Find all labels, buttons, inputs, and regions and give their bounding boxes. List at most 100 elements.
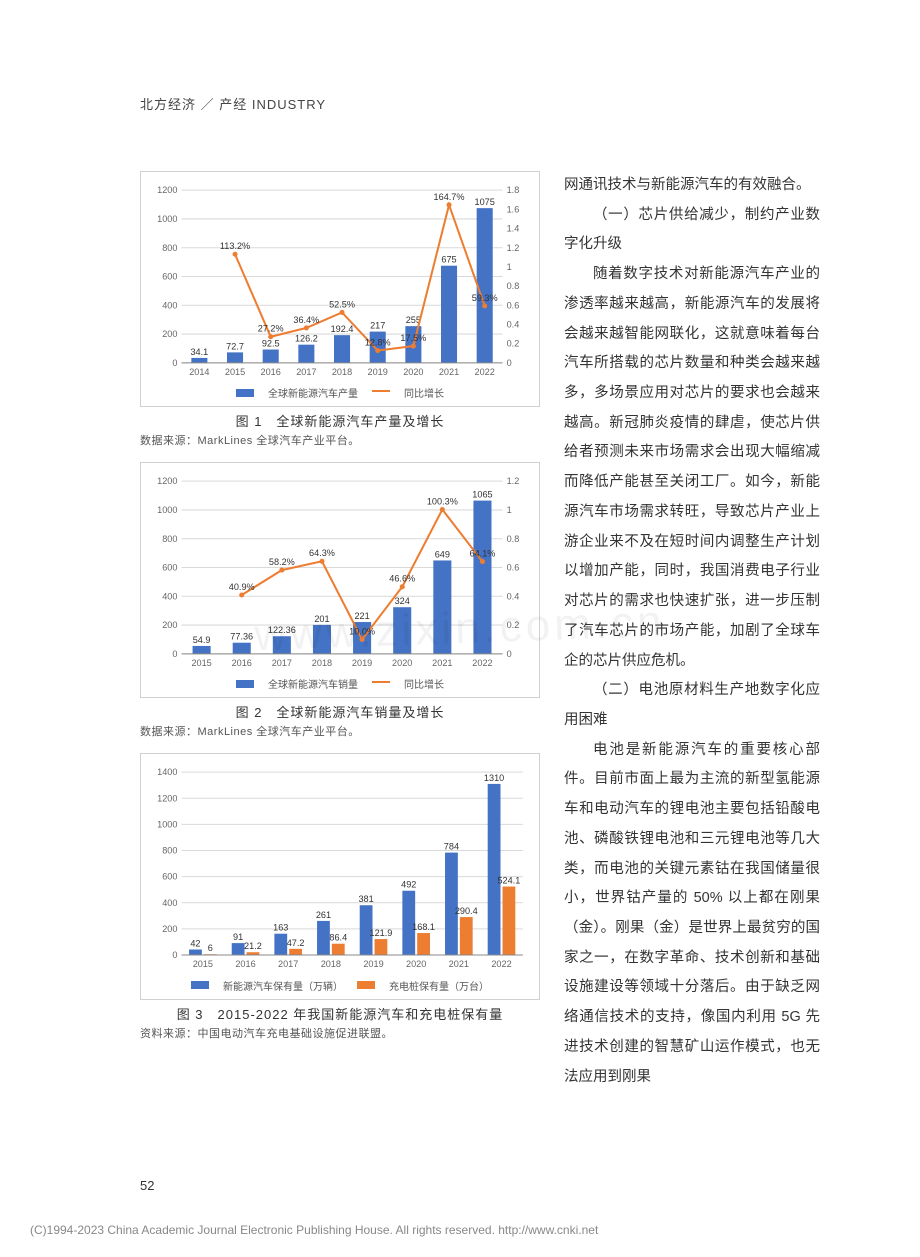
svg-text:784: 784: [444, 842, 459, 852]
body-p0: 网通讯技术与新能源汽车的有效融合。: [564, 171, 820, 201]
svg-text:200: 200: [162, 620, 177, 630]
svg-text:0.4: 0.4: [507, 591, 520, 601]
legend-bar-swatch: [236, 680, 254, 688]
svg-text:2018: 2018: [332, 367, 352, 377]
svg-text:163: 163: [273, 923, 288, 933]
body-p1: 随着数字技术对新能源汽车产业的渗透率越来越高，新能源汽车的发展将会越来越智能网联…: [564, 260, 820, 676]
svg-text:201: 201: [314, 614, 329, 624]
svg-text:1.6: 1.6: [507, 204, 520, 214]
svg-text:2019: 2019: [368, 367, 388, 377]
svg-text:800: 800: [162, 846, 177, 856]
svg-text:126.2: 126.2: [295, 334, 318, 344]
svg-text:46.6%: 46.6%: [389, 574, 415, 584]
legend-bar-label: 全球新能源汽车产量: [268, 385, 358, 400]
chart1-legend: 全球新能源汽车产量 同比增长: [147, 385, 533, 400]
svg-text:52.5%: 52.5%: [329, 299, 355, 309]
svg-text:381: 381: [358, 895, 373, 905]
svg-text:2022: 2022: [472, 658, 492, 668]
svg-text:2021: 2021: [439, 367, 459, 377]
svg-text:34.1: 34.1: [190, 347, 208, 357]
legend-line-label: 同比增长: [404, 385, 444, 400]
legend-a-label: 新能源汽车保有量（万辆）: [223, 978, 343, 993]
chart1-wrap: 02004006008001000120000.20.40.60.811.21.…: [140, 171, 540, 448]
svg-text:2022: 2022: [491, 959, 511, 969]
chart3-svg: 020040060080010001200140042620159121.220…: [147, 762, 533, 975]
svg-text:2018: 2018: [312, 658, 332, 668]
svg-text:0.2: 0.2: [507, 339, 520, 349]
svg-text:1200: 1200: [157, 794, 177, 804]
svg-text:290.4: 290.4: [455, 906, 478, 916]
footer: (C)1994-2023 China Academic Journal Elec…: [30, 1223, 598, 1237]
svg-text:64.1%: 64.1%: [470, 549, 496, 559]
svg-text:91: 91: [233, 932, 243, 942]
svg-text:600: 600: [162, 272, 177, 282]
svg-text:122.36: 122.36: [268, 625, 296, 635]
chart2-caption: 图 2 全球新能源汽车销量及增长: [140, 702, 540, 721]
legend-line-label: 同比增长: [404, 676, 444, 691]
svg-text:2016: 2016: [235, 959, 255, 969]
legend-b-label: 充电桩保有量（万台）: [389, 978, 489, 993]
svg-text:0.4: 0.4: [507, 320, 520, 330]
svg-text:324: 324: [395, 596, 410, 606]
svg-text:2014: 2014: [189, 367, 209, 377]
svg-text:121.9: 121.9: [370, 928, 393, 938]
svg-text:100.3%: 100.3%: [427, 497, 458, 507]
svg-text:2021: 2021: [449, 959, 469, 969]
body-h2: （二）电池原材料生产地数字化应用困难: [564, 676, 820, 735]
chart3-legend: 新能源汽车保有量（万辆） 充电桩保有量（万台）: [147, 978, 533, 993]
svg-text:221: 221: [354, 611, 369, 621]
chart1-svg: 02004006008001000120000.20.40.60.811.21.…: [147, 180, 533, 383]
page-header: 北方经济 ／ 产经 INDUSTRY: [140, 94, 820, 113]
svg-text:1065: 1065: [472, 490, 492, 500]
svg-text:192.4: 192.4: [331, 324, 354, 334]
legend-line-swatch: [372, 681, 390, 683]
legend-bar-swatch: [236, 389, 254, 397]
svg-text:2022: 2022: [475, 367, 495, 377]
svg-text:2015: 2015: [225, 367, 245, 377]
chart1-caption: 图 1 全球新能源汽车产量及增长: [140, 411, 540, 430]
svg-text:17.5%: 17.5%: [400, 333, 426, 343]
svg-text:40.9%: 40.9%: [229, 582, 255, 592]
svg-text:59.3%: 59.3%: [472, 293, 498, 303]
svg-text:64.3%: 64.3%: [309, 548, 335, 558]
svg-text:200: 200: [162, 924, 177, 934]
svg-text:400: 400: [162, 591, 177, 601]
chart2-svg: 02004006008001000120000.20.40.60.811.254…: [147, 471, 533, 674]
svg-text:1: 1: [507, 262, 512, 272]
svg-text:2020: 2020: [392, 658, 412, 668]
legend-line-swatch: [372, 390, 390, 392]
svg-text:675: 675: [441, 255, 456, 265]
chart3-box: 020040060080010001200140042620159121.220…: [140, 753, 540, 999]
svg-text:2021: 2021: [432, 658, 452, 668]
svg-text:1075: 1075: [475, 197, 495, 207]
svg-text:0: 0: [172, 358, 177, 368]
svg-text:2020: 2020: [403, 367, 423, 377]
svg-text:0: 0: [172, 649, 177, 659]
svg-text:400: 400: [162, 898, 177, 908]
svg-text:1: 1: [507, 505, 512, 515]
svg-text:0.6: 0.6: [507, 563, 520, 573]
svg-text:42: 42: [190, 939, 200, 949]
legend-bar-label: 全球新能源汽车销量: [268, 676, 358, 691]
legend-a-swatch: [191, 981, 209, 989]
svg-text:1200: 1200: [157, 476, 177, 486]
svg-text:0: 0: [507, 649, 512, 659]
svg-text:400: 400: [162, 300, 177, 310]
svg-text:1000: 1000: [157, 820, 177, 830]
svg-text:800: 800: [162, 534, 177, 544]
svg-text:47.2: 47.2: [287, 938, 305, 948]
svg-text:36.4%: 36.4%: [293, 315, 319, 325]
text-column: 网通讯技术与新能源汽车的有效融合。 （一）芯片供给减少，制约产业数字化升级 随着…: [564, 171, 820, 1092]
chart3-caption: 图 3 2015-2022 年我国新能源汽车和充电桩保有量: [140, 1004, 540, 1023]
svg-text:2019: 2019: [352, 658, 372, 668]
svg-text:164.7%: 164.7%: [434, 192, 465, 202]
svg-text:2015: 2015: [191, 658, 211, 668]
svg-text:800: 800: [162, 243, 177, 253]
chart1-box: 02004006008001000120000.20.40.60.811.21.…: [140, 171, 540, 407]
svg-text:217: 217: [370, 321, 385, 331]
chart3-source: 资料来源：中国电动汽车充电基础设施促进联盟。: [140, 1025, 540, 1041]
chart1-source: 数据来源：MarkLines 全球汽车产业平台。: [140, 432, 540, 448]
charts-column: 02004006008001000120000.20.40.60.811.21.…: [140, 171, 540, 1092]
svg-text:0.8: 0.8: [507, 534, 520, 544]
svg-text:58.2%: 58.2%: [269, 557, 295, 567]
